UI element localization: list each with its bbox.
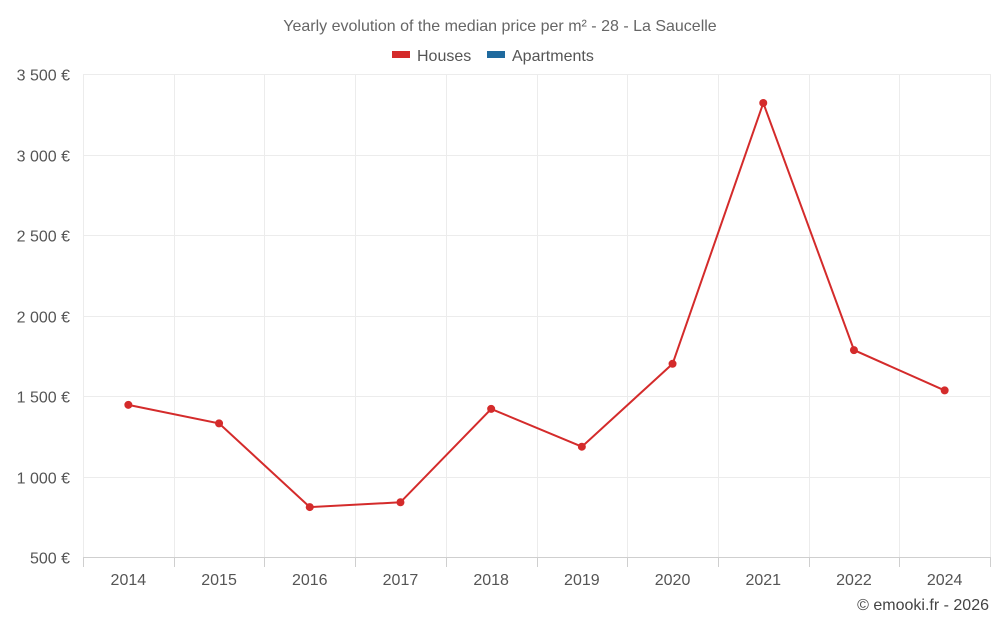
y-tick-label: 3 000 €: [17, 149, 70, 166]
y-tick-label: 500 €: [30, 551, 70, 568]
data-point-houses[interactable]: [668, 359, 677, 368]
x-tick-label: 2019: [564, 572, 600, 589]
x-tick-label: 2017: [383, 572, 419, 589]
y-tick-label: 2 000 €: [17, 310, 70, 327]
x-tick-label: 2020: [655, 572, 691, 589]
series: [124, 98, 949, 512]
legend-label-houses: Houses: [417, 48, 471, 65]
series-line-houses: [128, 100, 946, 509]
x-tick-label: 2022: [836, 572, 872, 589]
chart-title: Yearly evolution of the median price per…: [283, 18, 717, 35]
legend-swatch-apartments: [487, 51, 505, 58]
data-point-houses[interactable]: [849, 346, 858, 355]
y-axis: 500 € 1 000 € 1 500 € 2 000 € 2 500 € 3 000 €…: [17, 68, 70, 568]
y-tick-label: 2 500 €: [17, 229, 70, 246]
credit-text: © emooki.fr - 2026: [857, 597, 989, 614]
data-point-houses[interactable]: [759, 98, 768, 107]
y-tick-label: 1 000 €: [17, 471, 70, 488]
grid: [83, 74, 991, 557]
x-axis: 2014 2015 2016 2017 2018 2019 2020 2021 2022 2024: [83, 557, 991, 589]
data-point-houses[interactable]: [305, 503, 314, 512]
legend-swatch-houses: [392, 51, 410, 58]
data-point-houses[interactable]: [124, 400, 133, 409]
legend-item-apartments[interactable]: Apartments: [487, 48, 594, 65]
data-point-houses[interactable]: [577, 442, 586, 451]
x-tick-label: 2024: [927, 572, 963, 589]
x-tick-label: 2018: [473, 572, 509, 589]
legend-item-houses[interactable]: Houses: [392, 48, 471, 65]
legend-label-apartments: Apartments: [512, 48, 594, 65]
x-tick-label: 2021: [745, 572, 781, 589]
data-point-houses[interactable]: [940, 386, 949, 395]
data-point-houses[interactable]: [215, 419, 224, 428]
data-point-houses[interactable]: [487, 404, 496, 413]
x-tick-label: 2016: [292, 572, 328, 589]
legend: Houses Apartments: [392, 48, 594, 65]
x-tick-label: 2015: [201, 572, 237, 589]
x-tick-label: 2014: [111, 572, 147, 589]
y-tick-label: 1 500 €: [17, 390, 70, 407]
data-point-houses[interactable]: [396, 498, 405, 507]
y-tick-label: 3 500 €: [17, 68, 70, 85]
